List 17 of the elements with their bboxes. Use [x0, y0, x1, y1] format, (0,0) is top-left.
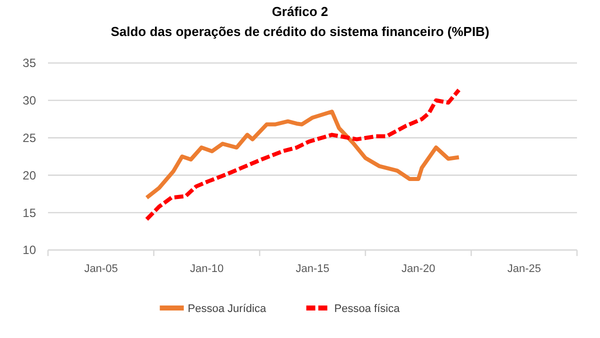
y-tick-label: 15 [22, 206, 36, 220]
chart-subtitle: Saldo das operações de crédito do sistema financeiro (%PIB) [110, 24, 490, 39]
y-tick-label: 20 [22, 168, 36, 182]
line-series [144, 110, 461, 200]
chart-title: Gráfico 2 [272, 4, 328, 19]
legend-label: Pessoa Jurídica [188, 302, 267, 315]
line-series [144, 88, 461, 222]
y-tick-label: 35 [22, 56, 36, 70]
x-tick-label: Jan-15 [296, 263, 330, 275]
x-tick-label: Jan-20 [402, 263, 436, 275]
legend-label: Pessoa física [334, 302, 401, 315]
y-tick-label: 25 [22, 131, 36, 145]
x-tick-label: Jan-25 [507, 263, 542, 275]
x-tick-label: Jan-05 [84, 263, 118, 275]
x-tick-label: Jan-10 [190, 263, 224, 275]
y-tick-label: 30 [22, 94, 36, 108]
y-tick-label: 10 [22, 243, 36, 258]
